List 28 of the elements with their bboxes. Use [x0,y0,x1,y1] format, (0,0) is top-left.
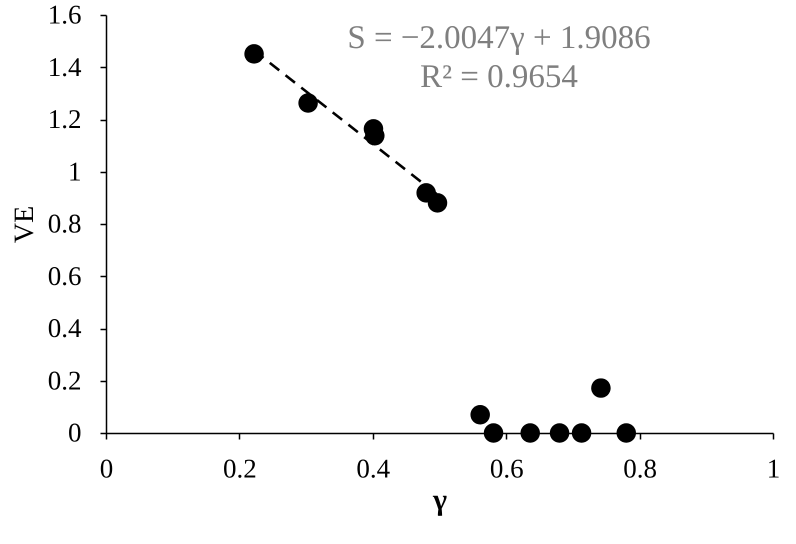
y-axis-title: VE [8,206,40,244]
y-tick-label: 1.2 [48,104,82,134]
y-tick-label: 0.8 [48,208,82,238]
point [298,93,318,113]
point [616,423,636,443]
point [520,423,540,443]
y-tick-label: 1 [68,156,82,186]
annotation: S = −2.0047γ + 1.9086 [347,20,651,56]
point [470,404,490,424]
y-tick-label: 1.6 [48,0,82,30]
y-tick-label: 0.4 [48,313,82,343]
y-tick-label: 0.6 [48,260,82,291]
point [591,378,611,398]
x-tick-label: 1 [766,454,780,484]
x-tick-label: 0.6 [490,454,524,484]
x-tick-label: 0.8 [623,454,657,484]
y-tick-label: 0 [68,418,82,448]
point [428,193,448,213]
y-tick-label: 0.2 [48,365,82,396]
x-tick-label: 0.2 [223,454,257,484]
point [572,423,592,443]
y-tick-label: 1.4 [48,52,82,82]
x-tick-label: 0 [100,454,114,484]
annotation: R² = 0.9654 [420,59,578,95]
point [550,423,570,443]
point [484,423,504,443]
x-axis-title: γ [432,484,448,516]
x-tick-label: 0.4 [356,454,391,484]
